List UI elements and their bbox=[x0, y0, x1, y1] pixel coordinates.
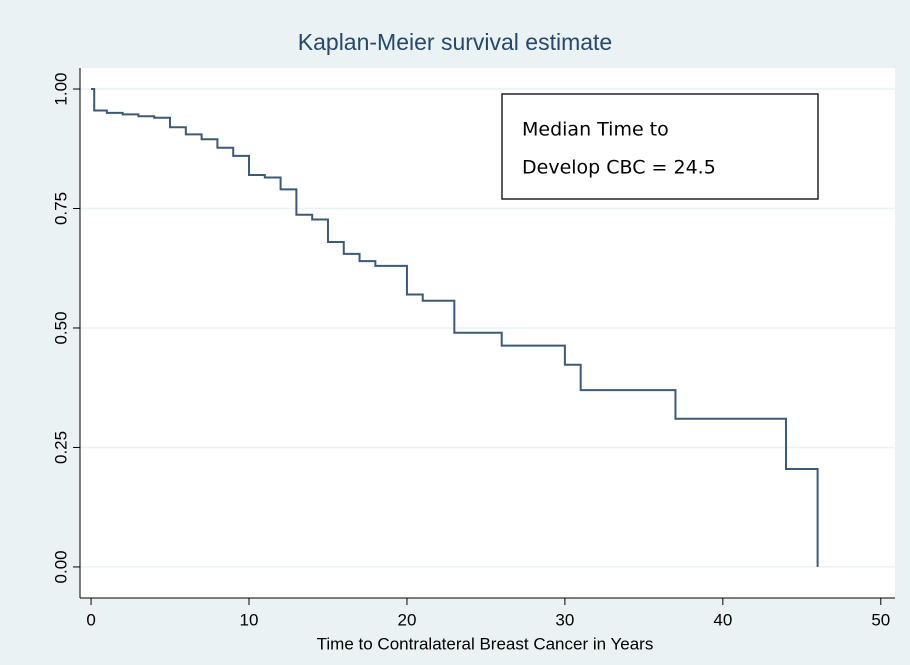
x-tick-label: 0 bbox=[86, 610, 95, 629]
chart-title: Kaplan-Meier survival estimate bbox=[298, 29, 612, 55]
x-tick-label: 10 bbox=[240, 610, 259, 629]
survival-curve bbox=[91, 88, 819, 567]
annotation-text: Median Time to bbox=[522, 119, 669, 141]
x-tick-label: 30 bbox=[555, 610, 574, 629]
x-tick-label: 40 bbox=[713, 610, 732, 629]
annotation-text: Develop CBC = 24.5 bbox=[522, 157, 716, 179]
x-tick-label: 50 bbox=[871, 610, 890, 629]
y-tick-label: 1.00 bbox=[51, 72, 70, 105]
x-axis-label: Time to Contralateral Breast Cancer in Y… bbox=[317, 634, 654, 653]
y-tick-label: 0.75 bbox=[51, 192, 70, 225]
y-tick-label: 0.00 bbox=[51, 550, 70, 583]
y-tick-label: 0.50 bbox=[51, 311, 70, 344]
x-tick-label: 20 bbox=[397, 610, 416, 629]
annotation-box bbox=[501, 93, 819, 200]
y-tick-label: 0.25 bbox=[51, 431, 70, 464]
